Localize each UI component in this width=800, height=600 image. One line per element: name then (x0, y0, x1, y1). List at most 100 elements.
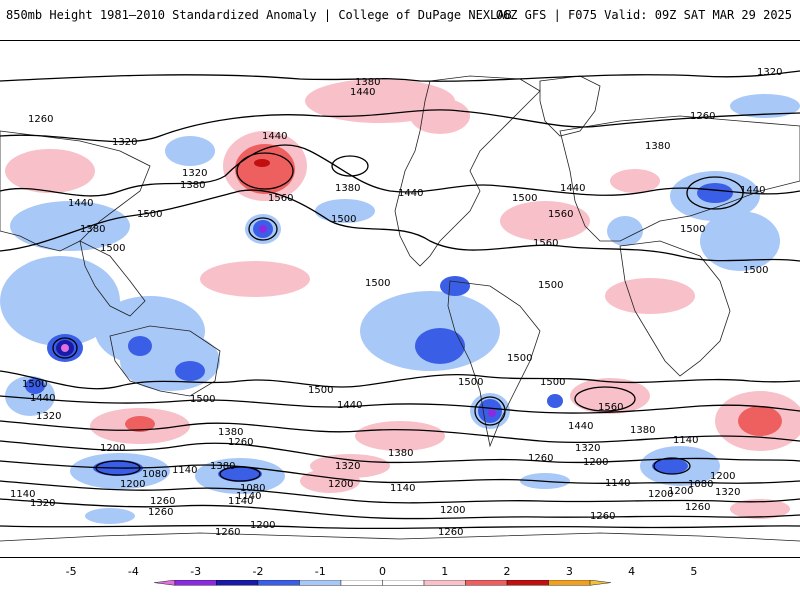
contour-label: 1260 (685, 502, 710, 513)
contour-label: 1320 (715, 487, 740, 498)
contour-label: 1260 (28, 114, 53, 125)
contour-label: 1500 (308, 385, 333, 396)
contour-label: 1380 (335, 183, 360, 194)
anomaly-map: 1320 1380 1440 1260 1320 1380 1260 1440 … (0, 67, 800, 542)
negative-anomaly (259, 225, 267, 233)
contour-label: 1500 (365, 278, 390, 289)
contour-label: 1500 (540, 377, 565, 388)
contour-label: 1200 (648, 489, 673, 500)
contour-label: 1380 (80, 224, 105, 235)
contour-label: 1440 (398, 188, 423, 199)
contour-label: 1500 (100, 243, 125, 254)
africa-outline (619, 240, 731, 377)
negative-anomaly (85, 508, 135, 524)
contour-label: 1260 (528, 453, 553, 464)
negative-anomaly (697, 183, 733, 203)
negative-anomaly (547, 394, 563, 408)
colorbar-segment (506, 580, 549, 586)
contour-label: 1500 (743, 265, 768, 276)
contour-label: 1200 (440, 505, 465, 516)
contour-1080-closed (219, 466, 261, 482)
colorbar-segment (465, 580, 508, 586)
contour-label: 1500 (331, 214, 356, 225)
colorbar-strip (154, 580, 611, 586)
negative-anomaly (700, 211, 780, 271)
colorbar-segment (174, 580, 217, 586)
contour-label: 1320 (182, 168, 207, 179)
contour-label: 1260 (148, 507, 173, 518)
positive-anomaly (125, 416, 155, 432)
contour-label: 1440 (350, 87, 375, 98)
contour-1380-closed-s (474, 396, 506, 426)
contour-label: 1320 (112, 137, 137, 148)
negative-anomaly (315, 199, 375, 223)
negative-anomaly (607, 216, 643, 246)
contour-1440-ridge (0, 144, 800, 197)
colorbar: -5 -4 -3 -2 -1 0 1 2 3 4 5 (0, 565, 800, 600)
positive-anomaly (235, 144, 295, 194)
contour-1260-antarctic (0, 524, 800, 530)
contour-1500-south (0, 370, 800, 390)
contour-label: 1440 (30, 393, 55, 404)
colorbar-tick-label: 4 (628, 565, 636, 578)
contour-1500-mid (0, 189, 800, 262)
positive-anomaly (730, 499, 790, 519)
north-america-outline (394, 75, 541, 267)
colorbar-tick-label: 5 (690, 565, 698, 578)
positive-anomaly (605, 278, 695, 314)
negative-anomaly (10, 201, 130, 251)
contour-1260-south (0, 460, 800, 484)
contour-label: 1440 (740, 185, 765, 196)
contour-1380-closed (331, 155, 369, 177)
contour-label: 1320 (30, 498, 55, 509)
contour-label: 1560 (598, 402, 623, 413)
contour-label: 1440 (262, 131, 287, 142)
colorbar-tick-label: 1 (441, 565, 449, 578)
contour-label: 1440 (568, 421, 593, 432)
australia-outline (109, 325, 221, 397)
negative-anomaly (440, 276, 470, 296)
contour-label: 1080 (142, 469, 167, 480)
colorbar-tick-label: -3 (190, 565, 202, 578)
contour-label: 1200 (120, 479, 145, 490)
contour-1440-closed (248, 217, 278, 241)
colorbar-tick-label: -5 (65, 565, 77, 578)
contour-1200-south (0, 480, 800, 504)
colorbar-segment (257, 580, 300, 586)
contour-label: 1260 (438, 527, 463, 538)
south-america-outline (447, 280, 541, 448)
contour-label: 1140 (228, 496, 253, 507)
contour-label: 1140 (236, 491, 261, 502)
colorbar-segment (382, 580, 425, 586)
positive-anomaly (200, 261, 310, 297)
positive-anomaly (610, 169, 660, 193)
contour-1440-closed-eu (686, 176, 744, 210)
se-asia-outline (79, 240, 146, 317)
colorbar-tick-label: -1 (314, 565, 326, 578)
negative-anomaly (61, 344, 69, 352)
contour-label: 1380 (630, 425, 655, 436)
colorbar-segment (423, 580, 466, 586)
contour-label: 1560 (548, 209, 573, 220)
colorbar-segment (216, 580, 259, 586)
contour-1380-north (0, 70, 800, 82)
contour-label: 1260 (150, 496, 175, 507)
contour-label: 1500 (512, 193, 537, 204)
map-panel[interactable]: 1320 1380 1440 1260 1320 1380 1260 1440 … (0, 40, 800, 558)
contour-labels: 1320 1380 1440 1260 1320 1380 1260 1440 … (10, 67, 782, 538)
contour-1380-south (0, 420, 800, 444)
contour-label: 1500 (538, 280, 563, 291)
contour-label: 1440 (560, 183, 585, 194)
colorbar-tick-label: 0 (379, 565, 386, 578)
colorbar-segment (589, 580, 611, 586)
contour-1560-closed (236, 152, 294, 190)
contour-label: 1560 (533, 238, 558, 249)
contour-label: 1500 (190, 394, 215, 405)
contour-label: 1200 (250, 520, 275, 531)
negative-anomaly (25, 378, 45, 394)
contour-label: 1140 (673, 435, 698, 446)
contour-label: 1200 (710, 471, 735, 482)
colorbar-segment (340, 580, 383, 586)
positive-anomaly (300, 469, 360, 493)
asia-west-outline (0, 130, 151, 252)
